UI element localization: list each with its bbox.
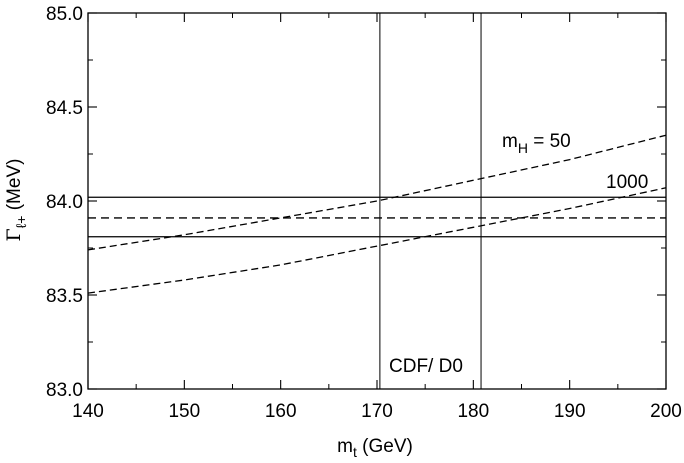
x-tick-label-4: 180 (457, 401, 489, 422)
x-tick-label-0: 140 (72, 401, 104, 422)
annotation-cdf-d0: CDF/ D0 (389, 356, 463, 377)
x-axis-title-sub: t (353, 444, 357, 460)
x-tick-label-1: 150 (168, 401, 200, 422)
y-tick-label-2: 84.0 (46, 192, 83, 213)
annotation-mh1000: 1000 (606, 172, 648, 193)
x-tick-label-2: 160 (265, 401, 297, 422)
series-line-0 (87, 134, 667, 251)
y-tick-label-4: 85.0 (46, 4, 83, 25)
y-tick-label-3: 84.5 (46, 98, 83, 119)
y-tick-label-0: 83.0 (46, 380, 83, 401)
series-line-1 (87, 187, 667, 294)
y-axis-title-main: Γ (3, 228, 25, 241)
plot-frame (87, 12, 667, 390)
y-axis-title-sub: ℓ+ (13, 216, 29, 229)
annotation-mh50-main: m (502, 131, 518, 152)
x-axis-title-rest: (GeV) (357, 436, 413, 457)
x-tick-label-6: 200 (650, 401, 682, 422)
plot-layer: 140 150 160 170 180 190 200 83.0 83.5 84.0 84.5 85.… (46, 4, 682, 422)
y-axis-title-rest: (MeV) (4, 159, 25, 216)
x-axis-title: mt (GeV) (337, 436, 413, 460)
annotation-mh50: mH = 50 (502, 131, 571, 156)
annotation-mh50-sub: H (518, 140, 528, 156)
svg-text:Γℓ+ (MeV): Γℓ+ (MeV) (3, 159, 29, 242)
x-axis-title-main: m (337, 436, 353, 457)
x-tick-label-3: 170 (361, 401, 393, 422)
y-axis-title: Γℓ+ (MeV) (3, 159, 29, 242)
y-tick-label-1: 83.5 (46, 286, 83, 307)
x-tick-label-5: 190 (554, 401, 586, 422)
annotation-mh50-rest: = 50 (528, 131, 571, 152)
